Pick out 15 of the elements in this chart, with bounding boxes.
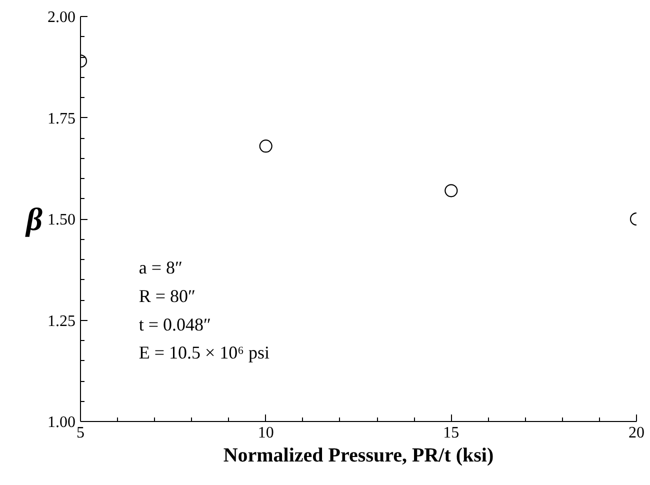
- annotation: E = 10.5 × 10⁶ psi: [138, 342, 270, 363]
- x-tick-label: 15: [443, 424, 460, 442]
- y-tick-label: 1.25: [48, 312, 76, 330]
- x-axis-title: Normalized Pressure, PR/t (ksi): [223, 444, 494, 466]
- y-tick-label: 1.00: [48, 414, 76, 431]
- x-tick-label: 20: [628, 424, 644, 442]
- y-axis-title: β: [25, 201, 44, 237]
- x-tick-label: 5: [76, 424, 84, 442]
- annotation: R = 80″: [138, 286, 196, 306]
- y-tick-label: 1.75: [48, 110, 76, 128]
- y-tick-label: 2.00: [48, 9, 76, 26]
- annotation: t = 0.048″: [138, 314, 212, 334]
- x-tick-label: 10: [258, 424, 274, 442]
- annotation: a = 8″: [138, 258, 183, 278]
- y-tick-label: 1.50: [48, 212, 76, 228]
